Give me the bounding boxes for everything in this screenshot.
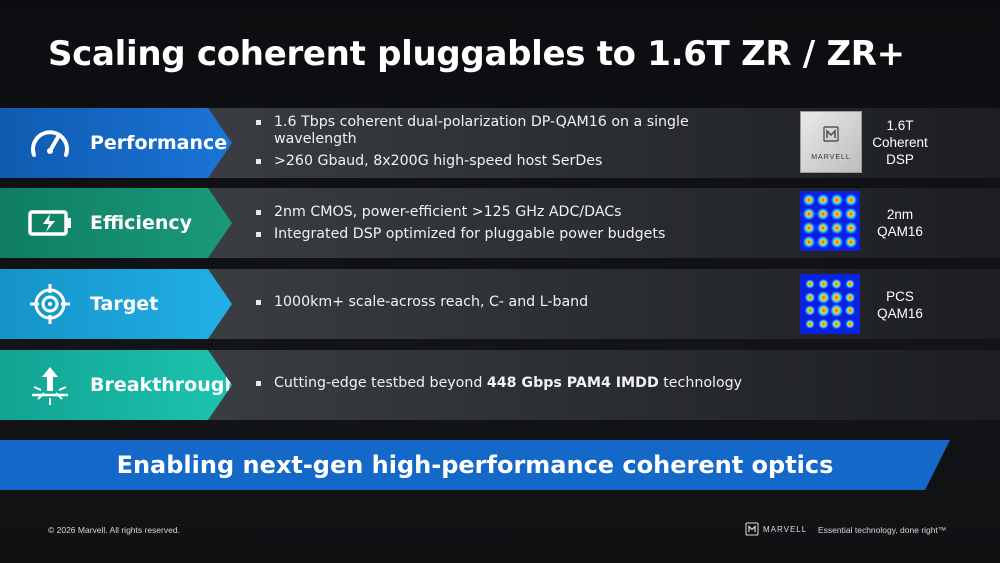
pcs-qam16-constellation-image [800,274,860,334]
row-efficiency: Efficiency 2nm CMOS, power-efficient >12… [0,188,1000,258]
caption-line: 2nm [886,207,914,222]
row-content-panel [200,188,1000,258]
row-target: Target 1000km+ scale-across reach, C- an… [0,269,1000,339]
crosshair-icon [30,284,70,324]
battery-charging-icon [28,210,71,236]
tab-label: Performance [90,132,228,154]
caption-line: 1.6T [886,118,914,133]
bullet-item: Cutting-edge testbed beyond 448 Gbps PAM… [256,375,756,392]
tab-efficiency: Efficiency [0,188,232,258]
logo-text: MARVELL [763,525,808,534]
bullet-item: 1000km+ scale-across reach, C- and L-ban… [256,294,756,311]
tagline-banner: Enabling next-gen high-performance coher… [0,440,950,490]
footer-tagline: Essential technology, done right™ [818,525,947,535]
caption-line: QAM16 [877,224,923,239]
tab-performance: Performance [0,108,232,178]
tab-label: Breakthrough [90,374,238,396]
thumb-caption: 1.6T Coherent DSP [862,117,938,168]
bullet-text: technology [658,375,743,391]
copyright-text: © 2026 Marvell. All rights reserved. [48,525,180,535]
row-content-panel [200,269,1000,339]
bullet-list: 1.6 Tbps coherent dual-polarization DP-Q… [256,114,756,175]
tab-label: Target [90,293,159,315]
tab-target: Target [0,269,232,339]
caption-line: DSP [886,152,914,167]
marvell-logo-icon [745,522,759,536]
thumb-caption: PCS QAM16 [862,288,938,322]
bullet-bold-text: 448 Gbps PAM4 IMDD [486,375,659,391]
bullet-item: 1.6 Tbps coherent dual-polarization DP-Q… [256,114,756,148]
bullet-list: 2nm CMOS, power-efficient >125 GHz ADC/D… [256,204,756,248]
row-breakthrough: Breakthrough Cutting-edge testbed beyond… [0,350,1000,420]
bullet-item: 2nm CMOS, power-efficient >125 GHz ADC/D… [256,204,756,221]
row-content-panel [200,350,1000,420]
thumb-caption: 2nm QAM16 [862,206,938,240]
caption-line: PCS [886,289,914,304]
qam16-constellation-image [800,191,860,251]
row-performance: Performance 1.6 Tbps coherent dual-polar… [0,108,1000,178]
gauge-icon [31,130,69,157]
chip-brand-text: MARVELL [811,154,851,161]
caption-line: Coherent [872,135,928,150]
row-content-panel [200,108,1000,178]
slide-title: Scaling coherent pluggables to 1.6T ZR /… [48,34,905,74]
bullet-text: Cutting-edge testbed beyond [274,375,487,391]
breakthrough-arrow-icon [32,367,68,405]
bullet-list: 1000km+ scale-across reach, C- and L-ban… [256,294,756,316]
bullet-list: Cutting-edge testbed beyond 448 Gbps PAM… [256,375,756,397]
bullet-item: >260 Gbaud, 8x200G high-speed host SerDe… [256,153,756,170]
bullet-item: Integrated DSP optimized for pluggable p… [256,226,756,243]
dsp-chip-image: MARVELL [800,111,862,173]
banner-text: Enabling next-gen high-performance coher… [116,451,834,479]
marvell-logo-icon [823,126,839,142]
caption-line: QAM16 [877,306,923,321]
tab-label: Efficiency [90,212,193,234]
tab-breakthrough: Breakthrough [0,350,232,420]
